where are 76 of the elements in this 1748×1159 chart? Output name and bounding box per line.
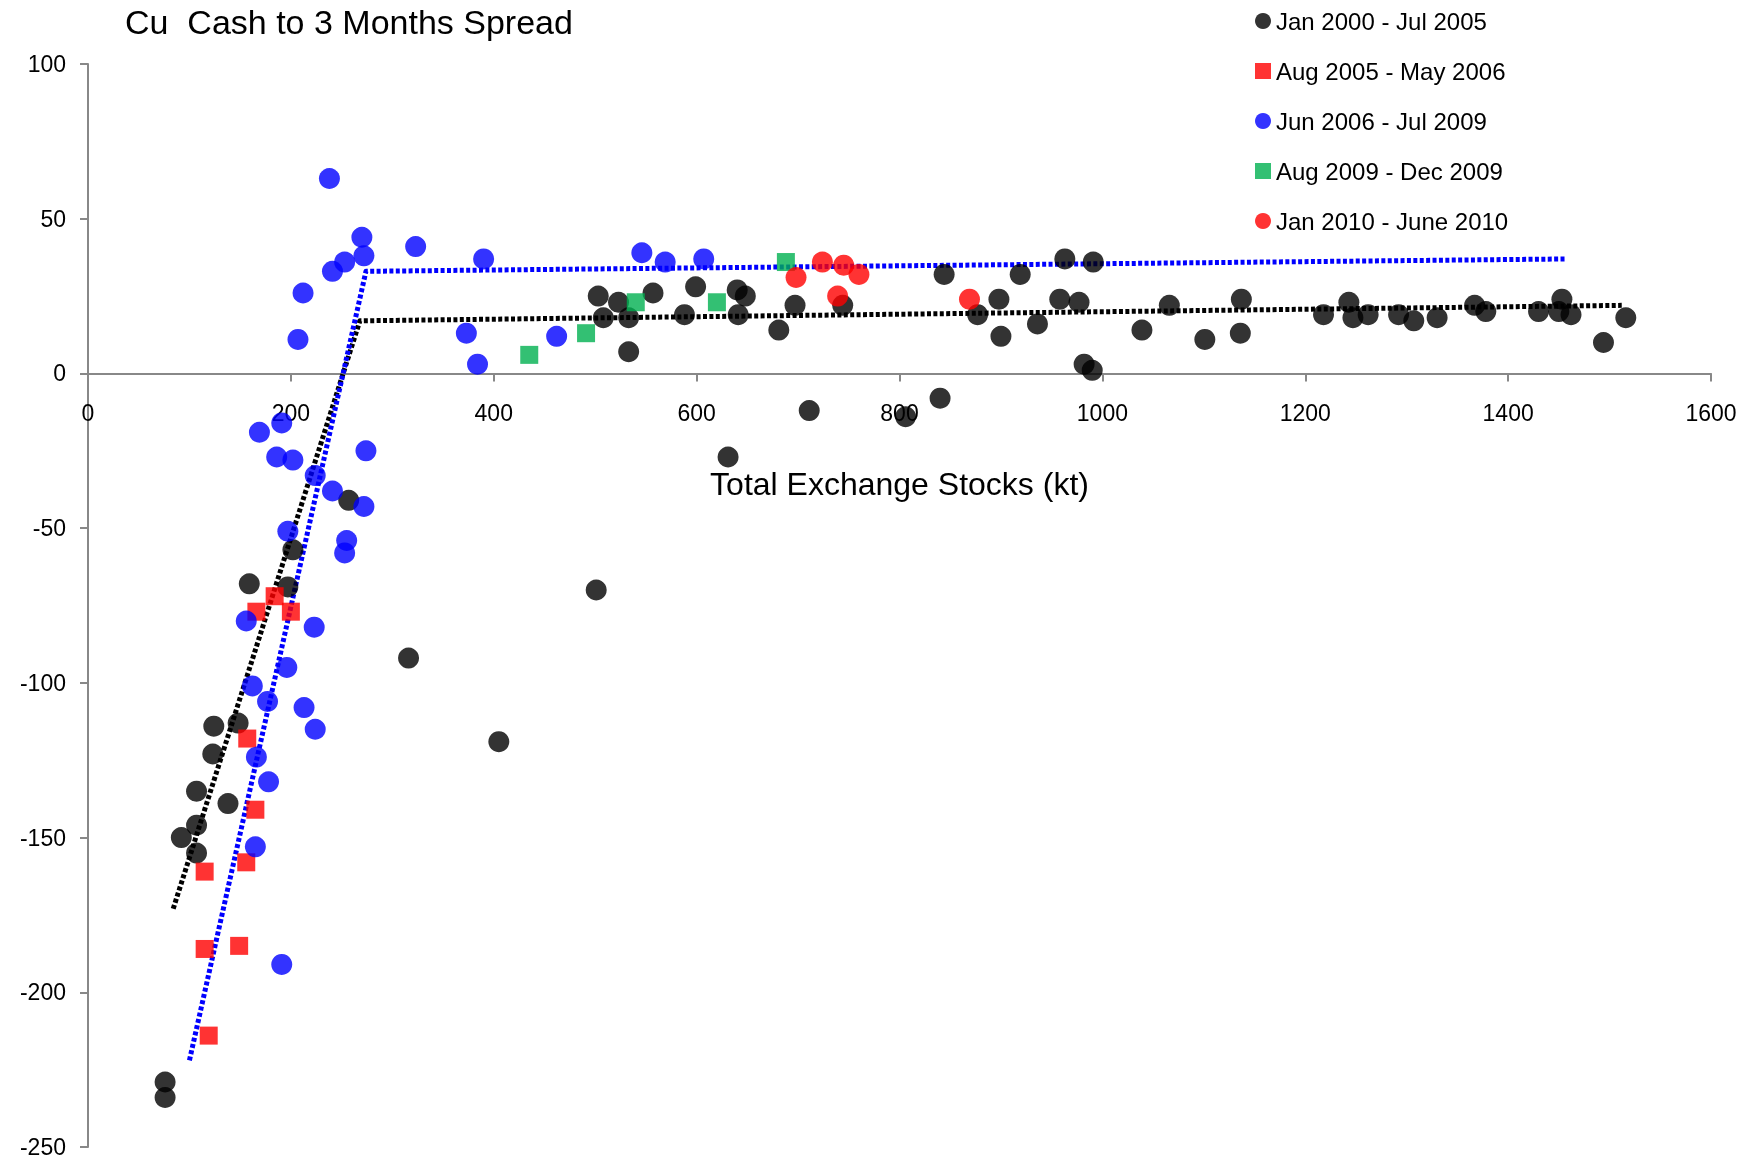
point [631,242,653,264]
point [276,656,298,678]
point [776,253,795,272]
x-tick-label: 200 [271,399,311,426]
point [848,263,870,285]
point [293,697,315,719]
point [351,226,373,248]
point [318,167,340,189]
x-tick-label: 600 [677,399,716,426]
y-tick-label: 100 [27,51,66,77]
point [654,251,676,273]
point [355,440,377,462]
x-tick-label: 1200 [1279,399,1331,426]
point [199,1026,218,1045]
point [321,480,343,502]
point [265,587,284,606]
point [546,325,568,347]
point [195,939,214,958]
x-tick-label: 1400 [1482,399,1534,426]
point [238,729,257,748]
y-tick-label: -250 [19,1134,66,1159]
point [258,771,280,793]
y-tick-label: 0 [53,360,66,387]
y-tick-label: -100 [19,669,66,696]
point [473,248,495,270]
y-tick-label: -50 [32,515,66,542]
point [455,322,477,344]
point [959,288,980,310]
legend-label: Jan 2010 - June 2010 [1276,207,1509,235]
point [277,520,299,542]
point [304,718,326,740]
point [321,260,343,282]
point [246,800,265,819]
point [257,690,279,712]
legend-label: Aug 2009 - Dec 2009 [1276,157,1503,185]
x-tick-label: 0 [81,399,95,426]
y-tick-label: -200 [19,979,66,1006]
legend-label: Aug 2005 - May 2006 [1276,57,1506,85]
point [785,267,807,288]
point [304,465,326,487]
point [520,345,539,364]
point [353,245,375,267]
x-tick-label: 800 [880,399,919,426]
point [281,602,300,621]
point [245,746,267,768]
point [626,293,645,312]
x-tick-label: 1600 [1685,399,1737,426]
point [693,248,715,270]
point [271,953,293,975]
y-tick-label: -150 [19,824,66,851]
x-tick-label: 1000 [1076,399,1128,426]
point [707,293,726,312]
point [811,251,833,273]
point [287,328,309,350]
y-tick-label: 50 [40,205,66,232]
point [248,421,270,443]
point [467,353,489,375]
legend-label: Jan 2000 - Jul 2005 [1276,7,1487,35]
point [353,495,375,517]
point [237,853,256,872]
point [577,324,596,343]
point [195,862,214,881]
point [241,675,263,697]
x-axis-title: Total Exchange Stocks (kt) [710,466,1089,503]
point [833,254,855,276]
point [244,836,266,858]
point [230,936,249,955]
x-tick-label: 400 [474,399,513,426]
point [235,610,257,632]
point [292,282,314,304]
point [405,236,427,258]
point [334,542,356,564]
chart-title: Cu Cash to 3 Months Spread [125,3,573,41]
legend-label: Jun 2006 - Jul 2009 [1276,107,1487,135]
point [282,449,304,471]
point [303,616,325,638]
